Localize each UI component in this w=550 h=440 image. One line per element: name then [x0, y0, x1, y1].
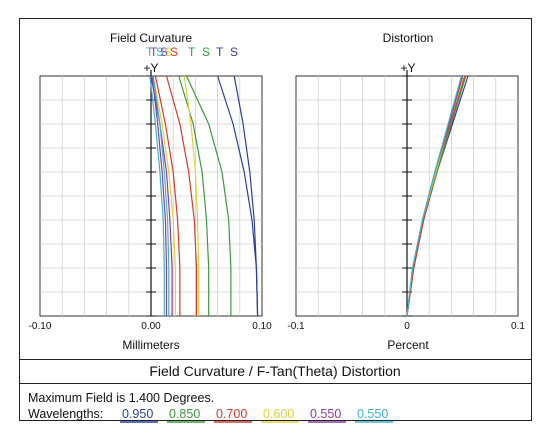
legend-letter: S [160, 45, 168, 59]
x-tick-label: 0 [404, 321, 410, 332]
distortion-grid [295, 70, 519, 317]
legend-letter: T [146, 45, 154, 59]
field-curvature-title: Field Curvature [110, 31, 192, 45]
max-field-text: Maximum Field is 1.400 Degrees. [28, 391, 214, 405]
x-tick-label: -0.1 [287, 321, 305, 332]
wavelength-value-1: 0.850 [169, 407, 200, 421]
series-line-0-6 [183, 75, 200, 316]
wavelength-value-2: 0.700 [216, 407, 247, 421]
wavelength-value-5: 0.550 [357, 407, 388, 421]
series-line-0-2 [185, 75, 232, 316]
legend-letter: S [202, 45, 210, 59]
distortion-series-group [406, 75, 469, 317]
series-line-0-11 [152, 75, 170, 316]
series-line-0-10 [149, 75, 165, 316]
wavelengths-label: Wavelengths: [28, 407, 103, 421]
wavelength-value-3: 0.600 [263, 407, 294, 421]
legend-letter: S [156, 45, 164, 59]
legend-letter: S [170, 45, 178, 59]
wavelength-list: 0.950 0.850 0.700 0.600 0.550 0.550 [120, 407, 393, 423]
series-line-0-9 [151, 75, 168, 316]
x-tick-label: 0.00 [141, 321, 161, 332]
series-line-1-5 [406, 75, 462, 317]
x-tick-label: 0.1 [511, 321, 525, 332]
series-line-0-7 [152, 75, 176, 316]
distortion-chart: Distortion +Y -0.1 0 0.1 Percent [287, 31, 525, 352]
legend-letter: S [230, 45, 238, 59]
field-curvature-x-ticks: -0.10 0.00 0.10 [29, 321, 273, 332]
x-tick-label: 0.10 [252, 321, 272, 332]
distortion-ylabel: +Y [400, 61, 415, 75]
series-line-0-1 [217, 75, 259, 317]
legend-letter: T [188, 45, 196, 59]
distortion-title: Distortion [383, 31, 434, 45]
legend-letter: T [216, 45, 224, 59]
series-line-0-3 [178, 75, 210, 316]
field-curvature-xlabel: Millimeters [122, 338, 179, 352]
outer-border [19, 18, 532, 421]
distortion-xlabel: Percent [387, 338, 429, 352]
x-tick-label: -0.10 [29, 321, 52, 332]
figure-caption: Field Curvature / F-Tan(Theta) Distortio… [149, 363, 400, 379]
legend-letter: S [164, 45, 172, 59]
wavelength-value-4: 0.550 [310, 407, 341, 421]
field-curvature-grid [39, 70, 263, 317]
field-curvature-ylabel: +Y [143, 61, 158, 75]
series-line-0-5 [154, 75, 181, 316]
field-curvature-series-group [149, 75, 259, 317]
legend-letter: T [150, 45, 158, 59]
distortion-x-ticks: -0.1 0 0.1 [287, 321, 525, 332]
series-line-0-4 [165, 75, 198, 316]
wavelength-value-0: 0.950 [122, 407, 153, 421]
